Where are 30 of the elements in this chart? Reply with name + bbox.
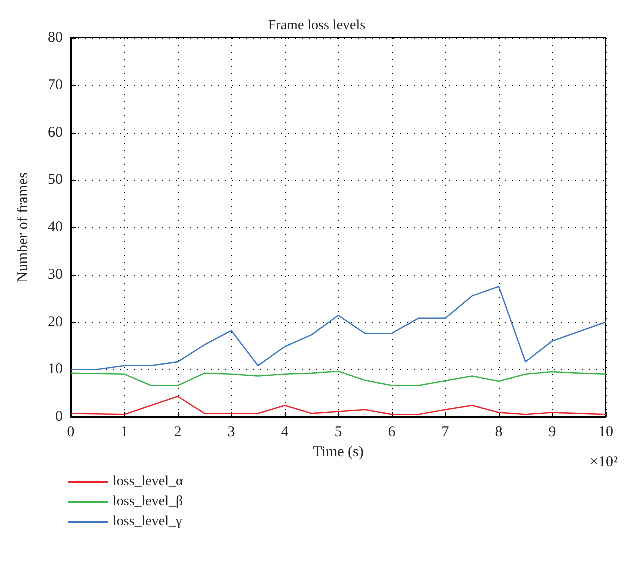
y-tick-label: 10 [48,362,63,378]
x-tick-label: 6 [388,424,396,440]
y-tick-label: 70 [48,77,63,94]
x-tick-label: 8 [495,424,503,440]
x-axis-title: Time (s) [313,444,364,460]
y-tick-label: 80 [48,30,63,46]
chart-title: Frame loss levels [268,18,366,34]
x-tick-label: 4 [281,424,290,440]
legend-label: loss_level_α [113,474,184,490]
x-tick-label: 9 [548,424,556,440]
x-tick-label: 1 [120,424,128,440]
x-tick-label: 2 [174,424,182,440]
x-tick-label: 5 [334,424,342,440]
y-tick-label: 20 [48,314,63,330]
legend-label: loss_level_γ [113,514,182,530]
line-series [70,286,607,370]
x-tick-label: 7 [442,424,450,440]
y-tick-label: 60 [48,124,63,141]
y-tick-label: 40 [48,220,63,236]
y-tick-label: 0 [56,409,63,425]
line-series [70,370,607,386]
x-tick-label: 0 [67,424,75,440]
line-series [70,396,607,416]
y-axis-title: Number of frames [16,172,32,282]
text: ×10² [590,454,619,470]
legend-label: loss_level_β [113,494,184,510]
x-tick-label: 10 [598,424,614,440]
y-tick-label: 30 [48,266,63,283]
x-tick-label: 3 [228,424,236,440]
y-tick-label: 50 [48,172,63,188]
